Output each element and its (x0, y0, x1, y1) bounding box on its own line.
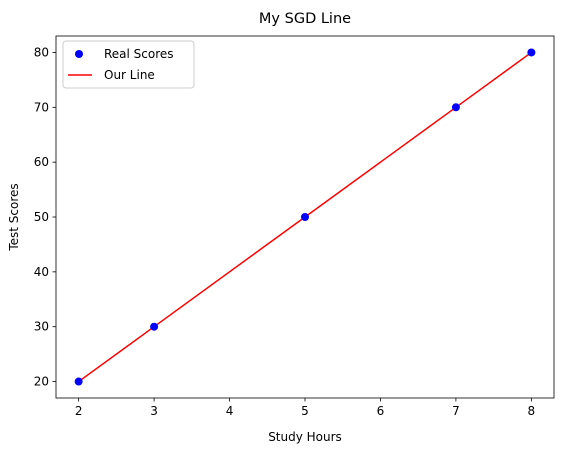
y-axis-ticks: 20 30 40 50 60 70 80 (34, 45, 56, 389)
legend-label-our-line: Our Line (104, 68, 155, 82)
y-tick-label: 20 (34, 375, 49, 389)
x-axis-label: Study Hours (268, 430, 342, 444)
x-axis-ticks: 2 3 4 5 6 7 8 (75, 398, 535, 418)
y-tick-label: 80 (34, 45, 49, 59)
scatter-point (527, 48, 536, 57)
scatter-point (74, 377, 83, 386)
x-tick-label: 6 (377, 404, 385, 418)
y-tick-label: 40 (34, 265, 49, 279)
x-tick-label: 5 (301, 404, 309, 418)
plot-area-frame (55, 35, 555, 399)
y-axis-label: Test Scores (7, 183, 21, 251)
x-tick-label: 8 (528, 404, 536, 418)
x-tick-label: 4 (226, 404, 234, 418)
legend-box (62, 40, 195, 89)
y-tick-label: 70 (34, 100, 49, 114)
x-tick-label: 3 (150, 404, 158, 418)
legend-marker-real-scores (75, 50, 83, 58)
y-tick-label: 50 (34, 210, 49, 224)
scatter-point (451, 103, 460, 112)
chart-title: My SGD Line (259, 11, 351, 27)
chart-legend: Real Scores Our Line (62, 40, 195, 89)
y-tick-label: 30 (34, 320, 49, 334)
legend-label-real-scores: Real Scores (104, 47, 174, 61)
series-points (74, 48, 536, 386)
x-tick-label: 2 (75, 404, 83, 418)
scatter-point (301, 213, 309, 221)
y-tick-label: 60 (34, 155, 49, 169)
x-tick-label: 7 (452, 404, 460, 418)
scatter-point (150, 322, 159, 331)
